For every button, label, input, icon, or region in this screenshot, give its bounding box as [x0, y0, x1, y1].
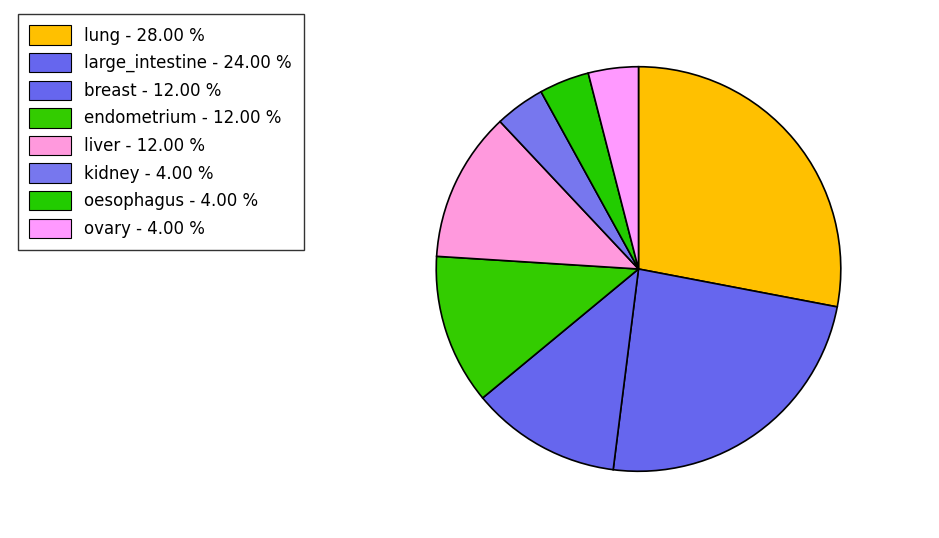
Wedge shape [613, 269, 838, 471]
Wedge shape [437, 256, 639, 398]
Legend: lung - 28.00 %, large_intestine - 24.00 %, breast - 12.00 %, endometrium - 12.00: lung - 28.00 %, large_intestine - 24.00 … [18, 13, 303, 250]
Wedge shape [541, 73, 639, 269]
Wedge shape [588, 67, 639, 269]
Wedge shape [639, 67, 840, 307]
Wedge shape [483, 269, 639, 470]
Wedge shape [437, 122, 639, 269]
Wedge shape [500, 92, 639, 269]
